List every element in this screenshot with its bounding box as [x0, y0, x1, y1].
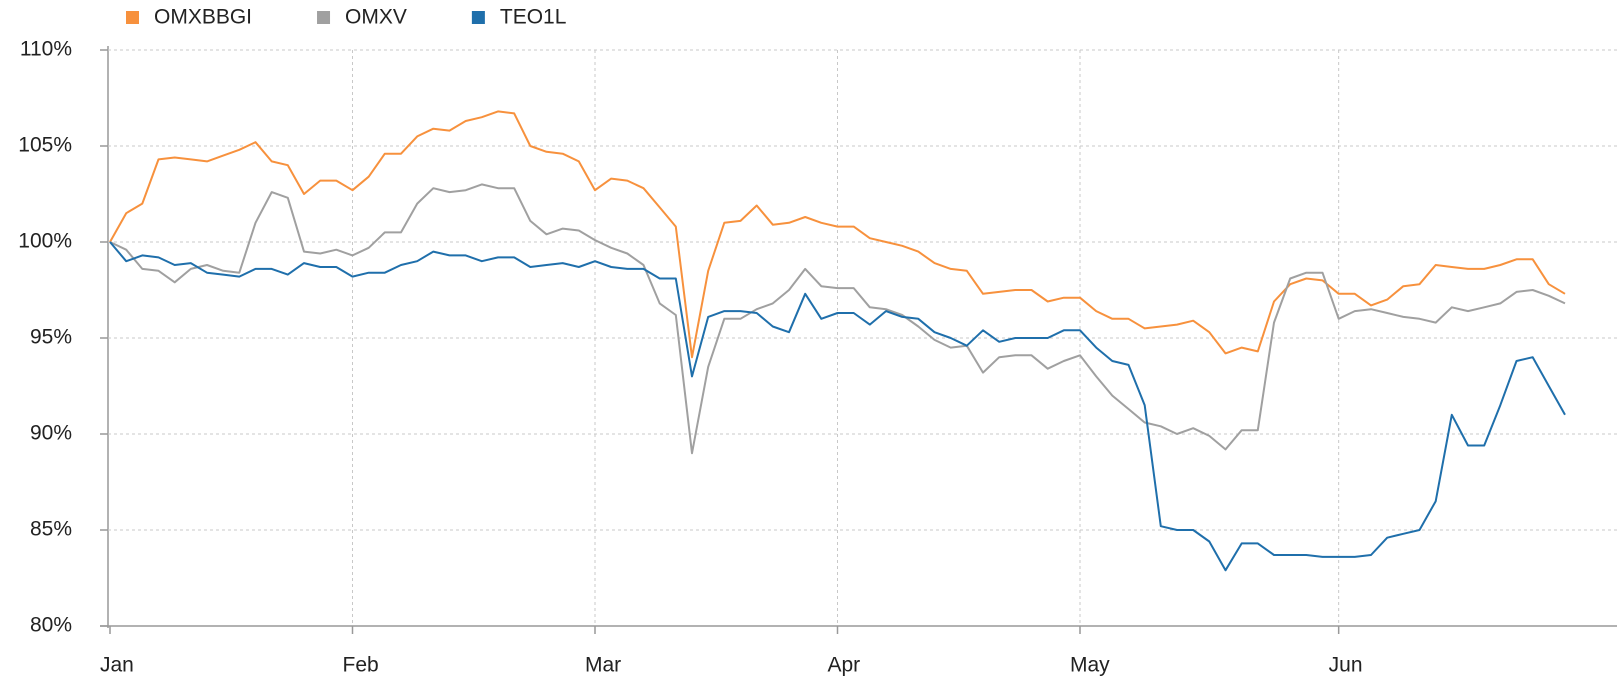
legend-label: OMXV — [345, 6, 407, 29]
legend-swatch — [471, 11, 485, 24]
x-tick-label: Apr — [828, 654, 861, 677]
y-tick-label: 100% — [18, 230, 72, 253]
line — [109, 183, 1566, 455]
line — [109, 241, 1566, 572]
x-tick-label: May — [1070, 654, 1110, 677]
legend-label: OMXBBGI — [154, 6, 252, 29]
y-tick-label: 85% — [30, 518, 72, 541]
legend-swatch — [126, 11, 139, 24]
y-tick-label: 80% — [30, 614, 72, 637]
x-tick-label: Mar — [585, 654, 621, 677]
x-tick-label: Jan — [100, 654, 134, 677]
line — [109, 110, 1566, 359]
x-tick-label: Feb — [343, 654, 379, 677]
y-tick-label: 95% — [30, 326, 72, 349]
x-tick-label: Jun — [1329, 654, 1363, 677]
y-tick-label: 110% — [20, 38, 72, 61]
legend-swatch — [317, 11, 331, 24]
y-tick-label: 105% — [18, 134, 72, 157]
legend-label: TEO1L — [500, 6, 567, 29]
y-tick-label: 90% — [30, 422, 72, 445]
